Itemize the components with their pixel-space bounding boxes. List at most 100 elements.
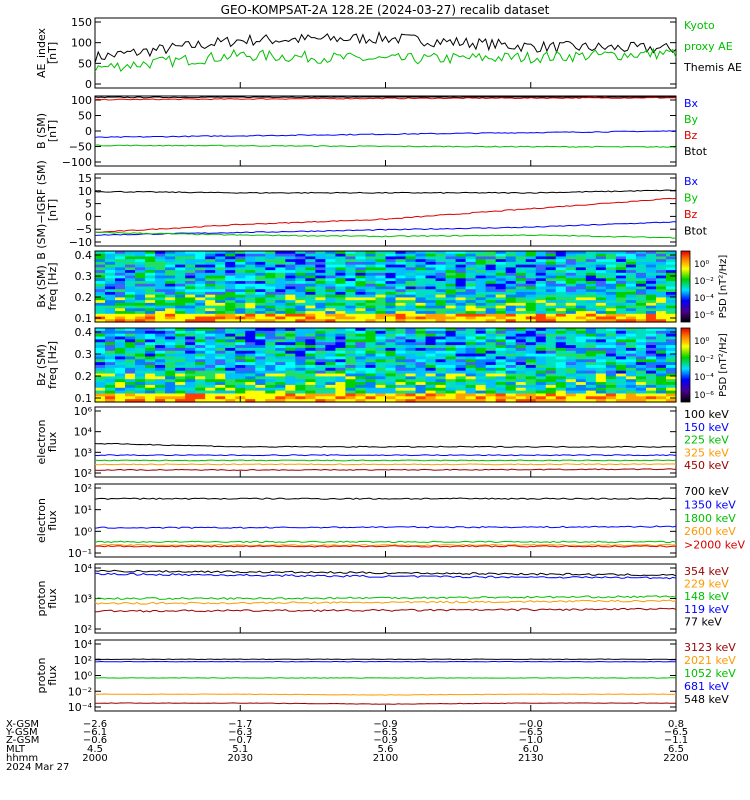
spectrogram-cell (645, 387, 657, 392)
spectrogram-cell (585, 278, 597, 282)
spectrogram-cell (665, 294, 677, 299)
spectrogram-cell (455, 311, 467, 315)
spectrogram-cell (615, 367, 627, 372)
spectrogram-cell (285, 311, 296, 315)
spectrogram-cell (565, 396, 577, 400)
spectrogram-cell (645, 356, 657, 360)
spectrogram-cell (165, 384, 176, 389)
spectrogram-cell (285, 399, 296, 403)
spectrogram-cell (655, 283, 667, 288)
spectrogram-cell (395, 330, 407, 335)
spectrogram-cell (525, 359, 537, 363)
spectrogram-cell (105, 345, 116, 349)
spectrogram-cell (555, 308, 567, 312)
spectrogram-cell (475, 264, 487, 268)
spectrogram-cell (135, 342, 146, 346)
spectrogram-cell (505, 302, 517, 307)
spectrogram-cell (405, 278, 417, 282)
spectrogram-cell (575, 278, 587, 282)
spectrogram-cell (605, 291, 617, 296)
spectrogram-cell (185, 393, 196, 397)
spectrogram-cell (295, 342, 306, 346)
spectrogram-cell (575, 308, 587, 312)
spectrogram-cell (565, 261, 577, 266)
spectrogram-cell (625, 305, 637, 309)
spectrogram-cell (375, 350, 387, 355)
spectrogram-cell (185, 270, 196, 274)
spectrogram-cell (225, 328, 236, 332)
spectrogram-cell (415, 342, 427, 346)
spectrogram-cell (125, 365, 136, 369)
spectrogram-cell (375, 305, 387, 309)
spectrogram-cell (365, 390, 377, 395)
spectrogram-cell (125, 297, 136, 301)
spectrogram-cell (645, 382, 657, 386)
spectrogram-cell (325, 267, 337, 271)
spectrogram-cell (665, 251, 677, 255)
spectrogram-cell (145, 330, 156, 335)
spectrogram-cell (95, 333, 106, 338)
spectrogram-cell (155, 316, 166, 320)
spectrogram-cell (105, 283, 116, 288)
spectrogram-cell (585, 259, 597, 263)
spectrogram-cell (195, 370, 206, 375)
spectrogram-cell (275, 356, 286, 360)
spectrogram-cell (295, 294, 306, 299)
spectrogram-cell (415, 330, 427, 335)
spectrogram-cell (395, 396, 407, 400)
spectrogram-cell (555, 333, 567, 338)
x-axis-row-label: hhmm (6, 753, 38, 764)
spectrogram-cell (135, 382, 146, 386)
spectrogram-cell (495, 294, 507, 299)
spectrogram-cell (665, 256, 677, 260)
spectrogram-cell (495, 379, 507, 383)
spectrogram-cell (345, 330, 357, 335)
spectrogram-cell (145, 353, 156, 358)
spectrogram-cell (525, 275, 537, 279)
spectrogram-cell (425, 286, 437, 290)
spectrogram-cell (565, 278, 577, 282)
spectrogram-cell (345, 300, 357, 304)
spectrogram-cell (245, 353, 256, 358)
spectrogram-cell (105, 387, 116, 392)
spectrogram-cell (185, 264, 196, 268)
spectrogram-cell (305, 272, 316, 277)
spectrogram-cell (205, 399, 216, 403)
spectrogram-cell (415, 336, 427, 340)
spectrogram-cell (575, 396, 587, 400)
spectrogram-cell (245, 270, 256, 274)
spectrogram-cell (395, 297, 407, 301)
x-axis-value: −1.7 (228, 719, 252, 730)
spectrogram-cell (265, 359, 276, 363)
spectrogram-cell (465, 370, 477, 375)
spectrogram-cell (375, 339, 387, 343)
spectrogram-cell (245, 396, 256, 400)
spectrogram-cell (425, 308, 437, 312)
spectrogram-cell (465, 264, 477, 268)
colorbar (680, 327, 691, 403)
spectrogram-cell (575, 373, 587, 377)
spectrogram-cell (615, 267, 627, 271)
spectrogram-cell (485, 281, 497, 285)
spectrogram-cell (555, 278, 567, 282)
spectrogram-cell (625, 330, 637, 335)
spectrogram-cell (245, 390, 256, 395)
spectrogram-cell (455, 253, 467, 258)
spectrogram-cell (625, 336, 637, 340)
spectrogram-cell (115, 379, 126, 383)
spectrogram-cell (105, 362, 116, 366)
spectrogram-cell (245, 350, 256, 355)
spectrogram-cell (175, 336, 186, 340)
spectrogram-cell (395, 384, 407, 389)
spectrogram-cell (615, 308, 627, 312)
spectrogram-cell (365, 281, 377, 285)
spectrogram-cell (225, 336, 236, 340)
spectrogram-cell (335, 291, 347, 296)
spectrogram-cell (215, 281, 226, 285)
spectrogram-cell (595, 316, 607, 320)
spectrogram-cell (205, 294, 216, 299)
spectrogram-cell (125, 384, 136, 389)
spectrogram-cell (565, 283, 577, 288)
spectrogram-cell (635, 319, 647, 323)
spectrogram-cell (95, 365, 106, 369)
